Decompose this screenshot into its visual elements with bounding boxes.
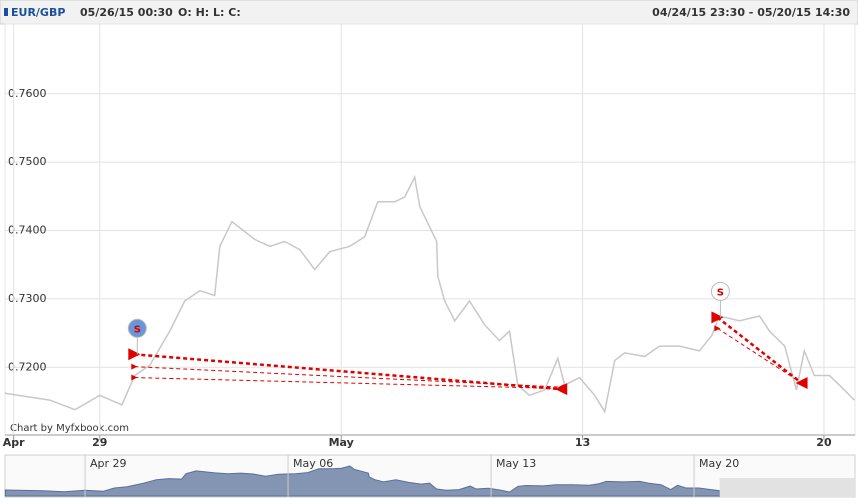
y-tick-label: 0.7600 bbox=[8, 87, 47, 100]
x-tick-label: Apr bbox=[3, 436, 25, 449]
symbol: EUR/GBP bbox=[11, 6, 65, 19]
credit: Chart by Myfxbook.com bbox=[10, 423, 129, 434]
trade-open bbox=[131, 374, 138, 381]
trade-badge bbox=[127, 318, 147, 338]
timestamp: 05/26/15 00:30 bbox=[80, 6, 173, 19]
x-tick-label: 20 bbox=[816, 436, 832, 449]
price-line bbox=[4, 174, 855, 414]
trade-line bbox=[716, 316, 803, 385]
navigator-tick-label: May 06 bbox=[293, 457, 333, 470]
y-tick-label: 0.7200 bbox=[8, 360, 47, 373]
header-icon bbox=[4, 8, 8, 16]
badge-label: S bbox=[717, 287, 724, 298]
range-label: 04/24/15 23:30 - 05/20/15 14:30 bbox=[652, 6, 850, 19]
x-tick-label: May bbox=[329, 436, 354, 449]
navigator-tick-label: May 13 bbox=[496, 457, 536, 470]
navigator-area bbox=[4, 465, 721, 497]
y-tick-label: 0.7500 bbox=[8, 155, 47, 168]
trade-line bbox=[134, 366, 562, 388]
trade-open bbox=[131, 363, 138, 370]
trade-line bbox=[134, 377, 562, 389]
trade-close bbox=[558, 385, 565, 392]
trade-open bbox=[128, 348, 141, 361]
navigator-tick-label: May 20 bbox=[699, 457, 739, 470]
trade-line bbox=[134, 353, 562, 391]
trade-close bbox=[798, 380, 805, 387]
ohlc-label: O: H: L: C: bbox=[178, 6, 241, 19]
trade-open bbox=[714, 325, 721, 332]
trade-open bbox=[711, 311, 724, 324]
plot-area bbox=[4, 23, 856, 436]
trade-line bbox=[717, 327, 802, 384]
navigator-tick-label: Apr 29 bbox=[90, 457, 127, 470]
badge-label: S bbox=[134, 324, 141, 335]
trade-badge bbox=[710, 281, 730, 301]
x-tick-label: 13 bbox=[575, 436, 590, 449]
y-tick-label: 0.7300 bbox=[8, 292, 47, 305]
y-tick-label: 0.7400 bbox=[8, 224, 47, 237]
navigator-rest bbox=[719, 478, 855, 496]
x-tick-label: 29 bbox=[92, 436, 107, 449]
